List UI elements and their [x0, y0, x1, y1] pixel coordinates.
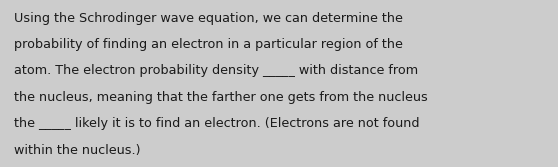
Text: the _____ likely it is to find an electron. (Electrons are not found: the _____ likely it is to find an electr…: [14, 117, 420, 130]
Text: the nucleus, meaning that the farther one gets from the nucleus: the nucleus, meaning that the farther on…: [14, 91, 427, 104]
Text: Using the Schrodinger wave equation, we can determine the: Using the Schrodinger wave equation, we …: [14, 12, 403, 25]
Text: probability of finding an electron in a particular region of the: probability of finding an electron in a …: [14, 38, 403, 51]
Text: within the nucleus.): within the nucleus.): [14, 144, 141, 157]
Text: atom. The electron probability density _____ with distance from: atom. The electron probability density _…: [14, 64, 418, 77]
